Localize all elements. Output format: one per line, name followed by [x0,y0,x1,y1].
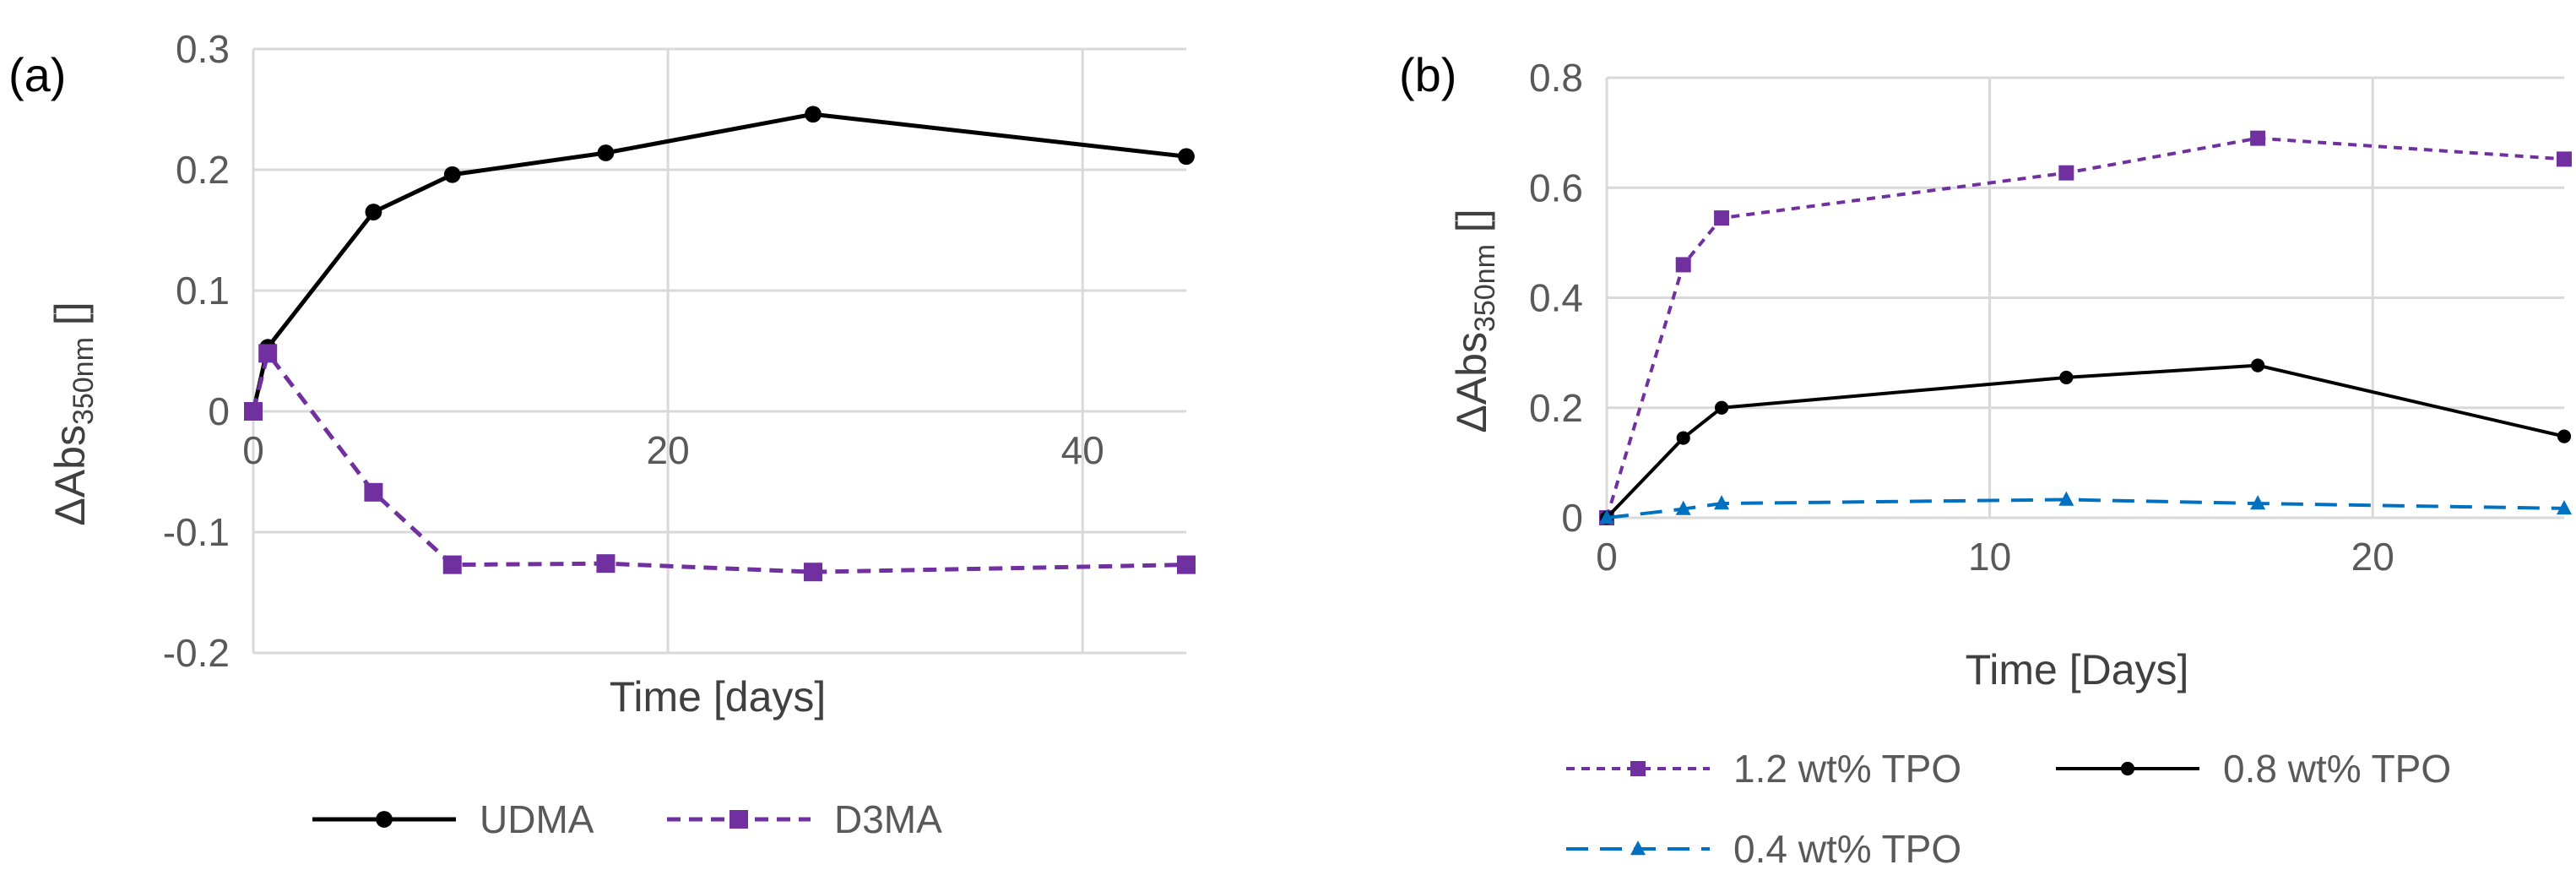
chart-a-legend-marker-1 [729,810,748,829]
chart-b-xtick-label: 10 [1968,535,2011,579]
chart-b-series-0-point [2058,165,2074,181]
chart-a-ticks: -0.2 -0.1 0 0.1 0.2 0.3 0 20 40 [163,27,1104,675]
chart-a-ytick-label: 0 [208,389,230,433]
chart-b-series [1599,130,2572,525]
chart-a-series-1-point [1177,555,1196,574]
chart-b-series-1-point [1714,400,1729,415]
chart-b-series-1-point [2251,358,2265,372]
chart-a-xtick-label: 40 [1061,428,1104,472]
chart-a-axes [252,49,1186,653]
chart-b-axes [1605,78,2564,519]
chart-b-xlabel: Time [Days] [1966,646,2189,693]
svg-text:ΔAbs350nm []: ΔAbs350nm [] [46,302,100,525]
chart-a-series-0-point [805,106,822,123]
chart-a-series-0-point [597,144,615,161]
chart-a-series-1-point [596,554,616,574]
chart-a-xtick-label: 20 [647,428,690,472]
chart-a-xtick-label: 0 [242,428,264,472]
chart-b-series-0-point [2557,151,2572,167]
chart-b-series-2-point [1675,500,1691,515]
chart-b-series-2-point [2058,491,2074,506]
chart-a-series [244,106,1196,582]
chart-b-series-line-2 [1606,498,2565,519]
chart-b-series-0-point [2250,130,2266,146]
chart-a-ytick-label: -0.2 [163,631,230,675]
panel-label-a: (a) [8,48,66,101]
chart-b-series-1-point [1676,431,1690,445]
chart-b-legend-label-0: 1.2 wt% TPO [1733,747,1961,791]
chart-b-xtick-label: 0 [1596,535,1618,579]
chart-b-series-line-0 [1605,136,2565,519]
chart-b-legend-marker-2 [1630,840,1646,856]
chart-a-legend-label-0: UDMA [480,797,594,841]
chart-b-series-2-point [2250,495,2266,510]
chart-a-series-1-point [442,555,462,574]
chart-b-ytick-label: 0 [1561,496,1583,540]
svg-text:ΔAbs350nm []: ΔAbs350nm [] [1448,209,1501,432]
chart-a-xlabel: Time [days] [610,673,827,720]
chart-b-series-1-point [2059,370,2074,385]
chart-a: (a) -0.2-0.100.10.20.30 20 40 Time [days] … [8,27,1196,841]
chart-b-legend-marker-1 [2120,761,2135,776]
chart-a-series-line-1 [251,351,1187,574]
chart-b-series-0-point [1714,210,1730,226]
chart-b-ytick-label: 0.4 [1529,276,1583,320]
chart-b-ticks: 0 0.2 0.4 0.6 0.8 0 10 20 [1529,56,2394,579]
chart-a-ylabel-sub: 350nm [68,337,100,425]
chart-b-series-2-point [1714,495,1730,510]
chart-b-grid [1607,76,2564,519]
chart-b-series-2-point [2557,500,2572,515]
panel-label-b: (b) [1399,48,1456,101]
chart-b-series-2-point [1599,509,1614,525]
chart-b-series-0-point [1675,257,1691,273]
chart-b-ytick-label: 0.2 [1529,386,1583,430]
chart-a-ytick-label: -0.1 [163,510,230,554]
chart-b-legend: 1.2 wt% TPO 0.8 wt% TPO 0.4 wt% TPO [1566,747,2451,870]
chart-b-legend-marker-0 [1630,761,1646,776]
chart-b: (b) 0 0.2 0.4 0.6 0.8 0 10 20 Time [Days] ΔAbs3… [1399,48,2572,870]
chart-a-series-1-point [258,344,278,363]
chart-a-series-1-point [244,402,263,421]
chart-a-legend-marker-0 [376,811,393,828]
chart-b-ylabel-sub: 350nm [1469,244,1501,332]
chart-b-ylabel-main: ΔAbs [1448,332,1495,433]
chart-a-ylabel-main: ΔAbs [46,425,94,526]
chart-a-ylabel: ΔAbs350nm [] [46,302,100,525]
chart-b-series-1-point [2557,429,2572,443]
chart-b-series-line-1 [1605,363,2565,519]
chart-b-ylabel-unit: [] [1448,209,1495,244]
chart-a-legend: UDMA D3MA [312,797,942,841]
chart-a-series-1-point [804,563,822,582]
chart-a-series-line-0 [251,111,1187,412]
chart-a-series-0-point [443,166,461,183]
chart-b-legend-label-2: 0.4 wt% TPO [1733,827,1961,870]
chart-a-ytick-label: 0.1 [176,269,230,313]
chart-a-ytick-label: 0.2 [176,148,230,192]
chart-a-ytick-label: 0.3 [176,27,230,71]
chart-a-series-1-point [364,482,383,502]
chart-a-series-0-point [1178,148,1195,166]
chart-a-ylabel-unit: [] [46,302,94,337]
chart-b-ytick-label: 0.6 [1529,166,1583,209]
chart-b-ylabel: ΔAbs350nm [] [1448,209,1501,432]
chart-b-legend-label-1: 0.8 wt% TPO [2223,747,2451,791]
chart-b-xtick-label: 20 [2351,535,2394,579]
chart-b-ytick-label: 0.8 [1529,56,1583,100]
chart-a-legend-label-1: D3MA [834,797,942,841]
chart-a-series-0-point [365,204,382,220]
